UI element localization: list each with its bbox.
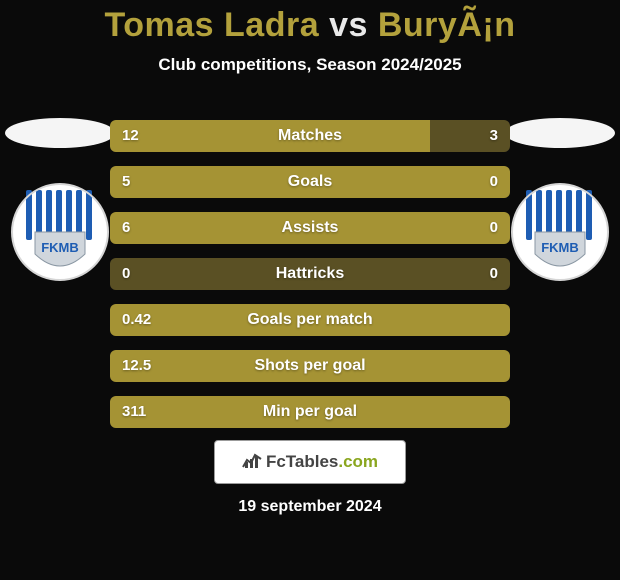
vs-label: vs: [329, 6, 368, 44]
stat-label: Matches: [110, 120, 510, 152]
brand-text: FcTables.com: [266, 452, 378, 472]
right-player-column: FKMB: [500, 108, 620, 282]
club-logo-left: FKMB: [10, 182, 110, 282]
brand-text-suffix: .com: [338, 452, 378, 471]
stat-label: Goals: [110, 166, 510, 198]
stat-value-right: 0: [490, 166, 498, 198]
svg-text:FKMB: FKMB: [541, 240, 579, 255]
stat-row: 6 Assists 0: [110, 212, 510, 244]
stat-label: Min per goal: [110, 396, 510, 428]
club-logo-right: FKMB: [510, 182, 610, 282]
brand-text-main: FcTables: [266, 452, 338, 471]
stat-value-right: 0: [490, 212, 498, 244]
chart-icon: [242, 450, 262, 475]
player-left-name: Tomas Ladra: [105, 6, 320, 44]
avatar-placeholder-left: [5, 118, 115, 148]
subtitle: Club competitions, Season 2024/2025: [0, 55, 620, 75]
avatar-placeholder-right: [505, 118, 615, 148]
stat-label: Hattricks: [110, 258, 510, 290]
stat-row: 5 Goals 0: [110, 166, 510, 198]
stat-row: 0 Hattricks 0: [110, 258, 510, 290]
title: Tomas Ladra vs BuryÃ¡n: [0, 0, 620, 45]
stat-row: 0.42 Goals per match: [110, 304, 510, 336]
stat-row: 12 Matches 3: [110, 120, 510, 152]
stat-label: Goals per match: [110, 304, 510, 336]
date-line: 19 september 2024: [0, 498, 620, 516]
player-right-name: BuryÃ¡n: [378, 6, 516, 44]
brand-box[interactable]: FcTables.com: [214, 440, 406, 484]
stat-value-right: 0: [490, 258, 498, 290]
svg-text:FKMB: FKMB: [41, 240, 79, 255]
comparison-card: Tomas Ladra vs BuryÃ¡n Club competitions…: [0, 0, 620, 580]
stat-row: 12.5 Shots per goal: [110, 350, 510, 382]
stat-row: 311 Min per goal: [110, 396, 510, 428]
stat-value-right: 3: [490, 120, 498, 152]
stat-label: Assists: [110, 212, 510, 244]
stat-bars: 12 Matches 3 5 Goals 0 6 Assists 0: [110, 120, 510, 442]
left-player-column: FKMB: [0, 108, 120, 282]
stat-label: Shots per goal: [110, 350, 510, 382]
